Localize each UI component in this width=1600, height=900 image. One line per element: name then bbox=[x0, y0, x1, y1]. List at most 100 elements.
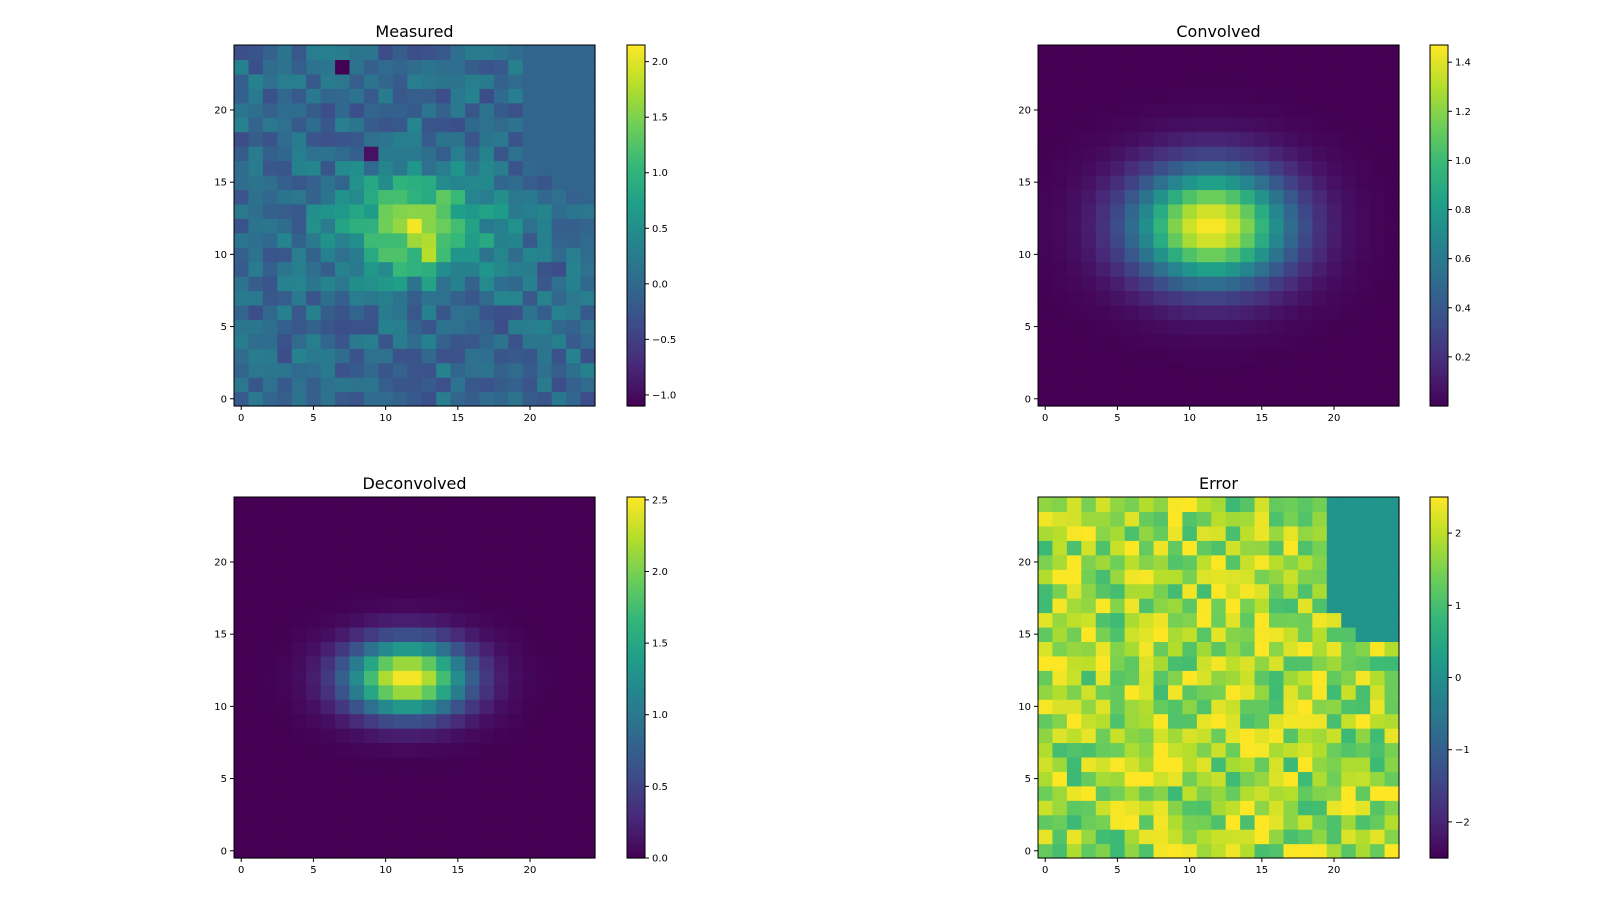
heatmap-cell bbox=[479, 88, 495, 104]
heatmap-cell bbox=[335, 511, 351, 527]
heatmap-cell bbox=[407, 117, 423, 133]
heatmap-cell bbox=[1066, 785, 1082, 801]
heatmap-cell bbox=[479, 800, 495, 816]
heatmap-cell bbox=[508, 333, 524, 349]
heatmap-cell bbox=[349, 304, 365, 320]
heatmap-cell bbox=[1052, 511, 1068, 527]
heatmap-cell bbox=[580, 203, 596, 219]
colorbar-segment bbox=[1430, 87, 1448, 91]
heatmap-cell bbox=[1225, 45, 1241, 61]
colorbar-segment bbox=[627, 548, 645, 552]
colorbar-segment bbox=[627, 384, 645, 389]
heatmap-cell bbox=[580, 511, 596, 527]
heatmap-cell bbox=[1283, 497, 1299, 513]
colorbar-segment bbox=[1430, 66, 1448, 70]
heatmap-cell bbox=[1312, 598, 1328, 614]
colorbar-segment bbox=[627, 297, 645, 302]
heatmap-cell bbox=[551, 771, 567, 787]
heatmap-cell bbox=[1211, 102, 1227, 118]
heatmap-cell bbox=[1066, 203, 1082, 219]
heatmap-cell bbox=[1254, 800, 1270, 816]
heatmap-cell bbox=[1370, 756, 1386, 772]
heatmap-cell bbox=[407, 290, 423, 306]
heatmap-cell bbox=[1081, 73, 1097, 89]
heatmap-cell bbox=[1167, 73, 1183, 89]
heatmap-cell bbox=[262, 319, 278, 335]
heatmap-cell bbox=[1240, 626, 1256, 642]
colorbar-segment bbox=[627, 123, 645, 127]
colorbar-segment bbox=[1430, 273, 1448, 278]
heatmap-cell bbox=[522, 814, 538, 830]
heatmap-cell bbox=[291, 102, 307, 118]
heatmap-cell bbox=[508, 146, 524, 162]
heatmap-cell bbox=[1254, 319, 1270, 335]
heatmap-cell bbox=[493, 612, 509, 628]
heatmap-cell bbox=[1370, 540, 1386, 556]
heatmap-cell bbox=[1341, 771, 1357, 787]
heatmap-cell bbox=[1326, 333, 1342, 349]
heatmap-cell bbox=[551, 540, 567, 556]
heatmap-cell bbox=[349, 583, 365, 599]
heatmap-cell bbox=[1139, 655, 1155, 671]
colorbar-segment bbox=[627, 291, 645, 296]
heatmap-cell bbox=[1182, 583, 1198, 599]
heatmap-cell bbox=[1081, 497, 1097, 513]
heatmap-cell bbox=[1225, 670, 1241, 686]
heatmap-cell bbox=[1153, 117, 1169, 133]
heatmap-cell bbox=[1110, 276, 1126, 292]
heatmap-cell bbox=[1038, 218, 1054, 234]
x-tick-label: 20 bbox=[524, 865, 537, 876]
heatmap-cell bbox=[537, 88, 553, 104]
heatmap-cell bbox=[1240, 117, 1256, 133]
heatmap-cell bbox=[392, 261, 408, 277]
heatmap-cell bbox=[1211, 684, 1227, 700]
heatmap-cell bbox=[320, 203, 336, 219]
colorbar-segment bbox=[627, 650, 645, 655]
colorbar-segment bbox=[1430, 605, 1448, 609]
heatmap-cell bbox=[1081, 583, 1097, 599]
heatmap-cell bbox=[262, 203, 278, 219]
heatmap-cell bbox=[277, 684, 293, 700]
heatmap-cell bbox=[1269, 290, 1285, 306]
heatmap-cell bbox=[291, 59, 307, 75]
heatmap-cell bbox=[1081, 756, 1097, 772]
colorbar-segment bbox=[1430, 635, 1448, 639]
heatmap-cell bbox=[277, 497, 293, 513]
colorbar-segment bbox=[627, 261, 645, 266]
colorbar-segment bbox=[1430, 180, 1448, 184]
heatmap-cell bbox=[1139, 756, 1155, 772]
heatmap-cell bbox=[248, 377, 264, 393]
heatmap-cell bbox=[1326, 131, 1342, 147]
heatmap-cell bbox=[248, 814, 264, 830]
heatmap-cell bbox=[1355, 45, 1371, 61]
heatmap-cell bbox=[277, 232, 293, 248]
colorbar-segment bbox=[627, 704, 645, 709]
heatmap-cell bbox=[465, 319, 481, 335]
heatmap-cell bbox=[508, 525, 524, 541]
heatmap-cell bbox=[234, 728, 250, 744]
heatmap-cell bbox=[1312, 684, 1328, 700]
colorbar-segment bbox=[627, 782, 645, 787]
heatmap-cell bbox=[1081, 348, 1097, 364]
heatmap-cell bbox=[1297, 348, 1313, 364]
colorbar-segment bbox=[627, 234, 645, 239]
heatmap-cell bbox=[363, 713, 379, 729]
heatmap-cell bbox=[1370, 391, 1386, 407]
heatmap-cell bbox=[1124, 684, 1140, 700]
colorbar-segment bbox=[627, 309, 645, 314]
heatmap-cell bbox=[248, 218, 264, 234]
heatmap-cell bbox=[407, 377, 423, 393]
colorbar-segment bbox=[1430, 749, 1448, 754]
heatmap-cell bbox=[1066, 670, 1082, 686]
heatmap-cell bbox=[363, 626, 379, 642]
heatmap-cell bbox=[1326, 189, 1342, 205]
heatmap-cell bbox=[1038, 497, 1054, 513]
heatmap-cell bbox=[1225, 348, 1241, 364]
heatmap-cell bbox=[1370, 742, 1386, 758]
heatmap-cell bbox=[349, 203, 365, 219]
heatmap-cell bbox=[450, 814, 466, 830]
heatmap-cell bbox=[1038, 598, 1054, 614]
heatmap-cell bbox=[1167, 203, 1183, 219]
heatmap-cell bbox=[1211, 276, 1227, 292]
colorbar-segment bbox=[627, 195, 645, 200]
